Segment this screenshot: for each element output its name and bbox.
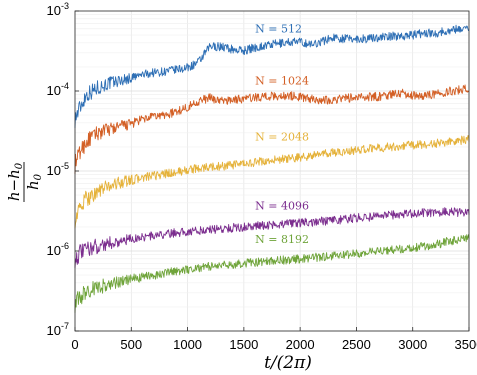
y-label-numerator: h−h	[5, 169, 23, 201]
y-tick-label: 10-5	[47, 161, 69, 178]
series-line-4	[74, 207, 470, 268]
x-tick-label: 3000	[398, 337, 427, 352]
series-line-5	[74, 234, 470, 313]
x-tick-label: 3500	[455, 337, 477, 352]
x-tick-label: 1000	[173, 337, 202, 352]
series-label-4: N = 4096	[255, 200, 309, 213]
series-group	[74, 24, 470, 313]
x-tick-label: 1500	[229, 337, 258, 352]
y-tick-label: 10-4	[47, 81, 69, 98]
series-label-1: N = 512	[255, 22, 302, 35]
y-tick-label: 10-3	[47, 1, 69, 18]
x-tick-label: 500	[120, 337, 142, 352]
grid	[74, 11, 470, 332]
y-label-denominator-sub: 0	[33, 173, 44, 180]
x-axis-label: t/(2π)	[264, 353, 312, 373]
y-label-denominator: h	[24, 180, 42, 190]
svg-text:h0: h0	[24, 173, 44, 190]
x-tick-label: 2000	[286, 337, 315, 352]
y-tick-label: 10-7	[47, 321, 69, 338]
series-line-1	[74, 24, 470, 128]
series-line-2	[74, 84, 470, 174]
y-label-numerator-sub: 0	[14, 162, 25, 169]
x-tick-label: 2500	[342, 337, 371, 352]
series-labels: N = 512 N = 1024 N = 2048 N = 4096 N = 8192	[255, 22, 309, 246]
series-line-3	[74, 135, 470, 229]
series-label-5: N = 8192	[255, 233, 309, 246]
ticks: 0 500 1000 1500 2000 2500 3000 3500 10-7 10-6 10-5…	[47, 1, 477, 352]
series-label-2: N = 1024	[255, 75, 309, 88]
y-axis-label: h−h0 h0	[5, 162, 44, 202]
y-tick-label: 10-6	[47, 241, 69, 258]
svg-text:h−h0: h−h0	[5, 162, 25, 201]
x-tick-label: 0	[71, 337, 78, 352]
series-label-3: N = 2048	[255, 131, 309, 144]
